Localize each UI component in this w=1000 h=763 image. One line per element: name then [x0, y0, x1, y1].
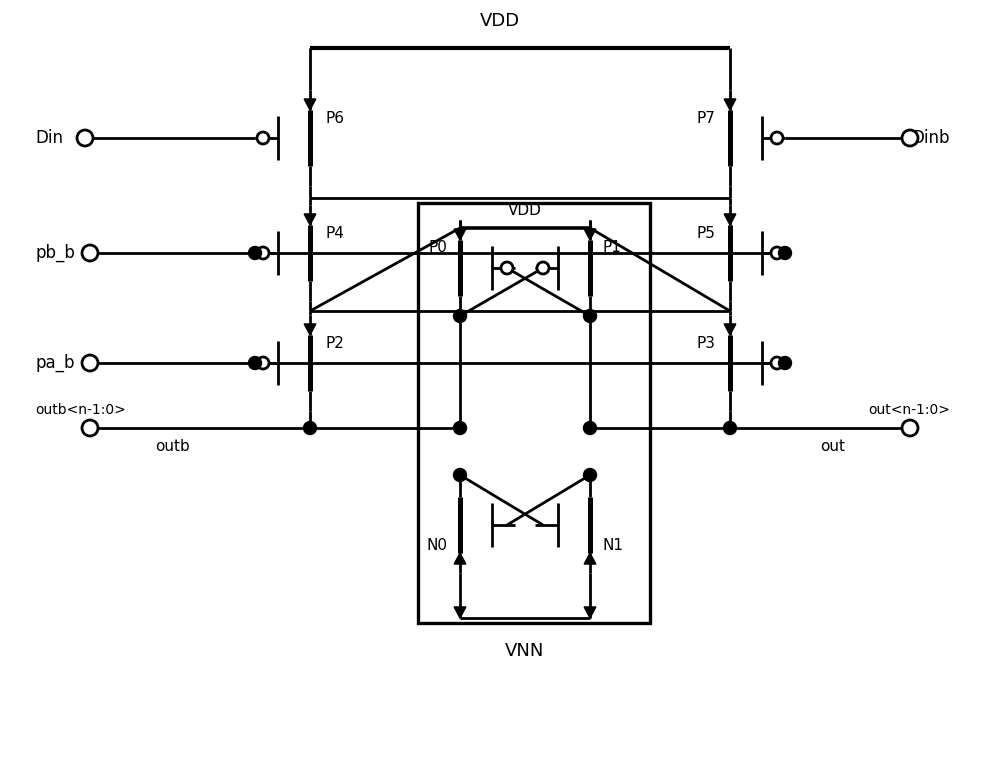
Circle shape	[82, 355, 98, 371]
Circle shape	[257, 247, 269, 259]
Polygon shape	[454, 229, 466, 240]
Circle shape	[537, 262, 549, 274]
Polygon shape	[304, 324, 316, 335]
Circle shape	[77, 130, 93, 146]
Circle shape	[304, 421, 317, 434]
Text: pb_b: pb_b	[35, 244, 75, 262]
Text: N1: N1	[603, 537, 624, 552]
Circle shape	[82, 245, 98, 261]
Text: Dinb: Dinb	[912, 129, 950, 147]
Text: P0: P0	[428, 240, 447, 256]
Circle shape	[771, 357, 783, 369]
Circle shape	[454, 421, 466, 434]
Polygon shape	[584, 607, 596, 618]
Circle shape	[584, 421, 596, 434]
Circle shape	[771, 247, 783, 259]
Text: P2: P2	[325, 336, 344, 350]
Circle shape	[257, 132, 269, 144]
Circle shape	[249, 356, 262, 369]
Circle shape	[902, 420, 918, 436]
Circle shape	[501, 262, 513, 274]
Text: VDD: VDD	[508, 202, 542, 217]
Text: P7: P7	[696, 111, 715, 125]
Text: P1: P1	[603, 240, 622, 256]
Polygon shape	[724, 324, 736, 335]
Polygon shape	[724, 99, 736, 110]
Circle shape	[584, 310, 596, 323]
Polygon shape	[454, 607, 466, 618]
Circle shape	[724, 421, 736, 434]
Circle shape	[257, 357, 269, 369]
Circle shape	[454, 468, 466, 481]
Polygon shape	[584, 553, 596, 564]
Circle shape	[584, 468, 596, 481]
Text: out<n-1:0>: out<n-1:0>	[868, 403, 950, 417]
Polygon shape	[304, 99, 316, 110]
Polygon shape	[304, 214, 316, 225]
Polygon shape	[724, 214, 736, 225]
Text: outb: outb	[155, 439, 190, 453]
Text: pa_b: pa_b	[35, 354, 75, 372]
Text: out: out	[820, 439, 845, 453]
Text: P3: P3	[696, 336, 715, 350]
Text: P5: P5	[696, 226, 715, 240]
Text: VDD: VDD	[480, 12, 520, 30]
Circle shape	[778, 356, 792, 369]
Polygon shape	[584, 229, 596, 240]
Circle shape	[771, 132, 783, 144]
Text: N0: N0	[426, 537, 447, 552]
Circle shape	[454, 310, 466, 323]
Circle shape	[82, 420, 98, 436]
Text: P4: P4	[325, 226, 344, 240]
Text: outb<n-1:0>: outb<n-1:0>	[35, 403, 126, 417]
Bar	[418, 203, 650, 623]
Circle shape	[902, 130, 918, 146]
Text: VNN: VNN	[505, 642, 545, 660]
Circle shape	[778, 246, 792, 259]
Text: P6: P6	[325, 111, 344, 125]
Polygon shape	[454, 553, 466, 564]
Text: Din: Din	[35, 129, 63, 147]
Circle shape	[249, 246, 262, 259]
